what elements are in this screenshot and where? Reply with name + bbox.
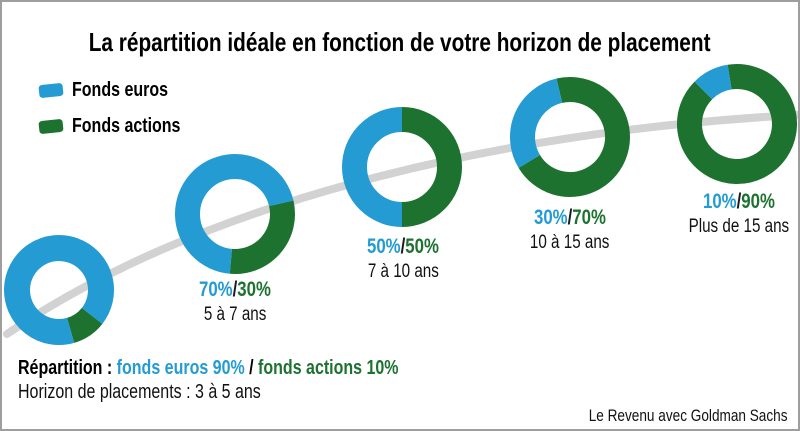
donut-5-horizon-label: Plus de 15 ans (688, 216, 790, 238)
donut-2-euros-segment (175, 154, 294, 274)
split-separator: / (232, 278, 238, 301)
legend-label-actions: Fonds actions (72, 114, 181, 137)
donut-3-actions-segment (401, 107, 462, 227)
donut-2-actions-segment (229, 200, 295, 274)
donut-1-actions-segment (66, 307, 103, 343)
legend-item-fonds-actions: Fonds actions (38, 114, 208, 137)
legend-swatch-euros-icon (38, 82, 64, 98)
donut-3-actions-pct: 50% (405, 235, 439, 258)
donut-5-euros-segment (694, 64, 733, 100)
donut-3-euros-segment (342, 107, 403, 227)
donut-4-actions-segment (518, 77, 630, 197)
donut-3-euros-pct: 50% (367, 235, 401, 258)
donut-5-split-label: 10%/90% (654, 190, 798, 213)
repartition-separator: / (244, 357, 259, 379)
page-title: La répartition idéale en fonction de vot… (2, 27, 798, 58)
donut-caption-5: 10%/90% Plus de 15 ans (654, 190, 798, 238)
legend-swatch-actions-icon (38, 118, 64, 134)
donut-2-euros-pct: 70% (199, 278, 233, 301)
repartition-actions: fonds actions 10% (258, 357, 399, 379)
donut-5-euros-pct: 10% (703, 190, 737, 213)
donut-1-euros-segment (4, 235, 114, 345)
repartition-euros: fonds euros 90% (116, 357, 245, 379)
donut-caption-2: 70%/30% 5 à 7 ans (150, 278, 320, 326)
donut-5-actions-pct: 90% (741, 190, 775, 213)
split-separator: / (567, 206, 573, 229)
donut-2-horizon-label: 5 à 7 ans (203, 304, 267, 326)
donut-5-actions-segment (677, 64, 797, 184)
donut-caption-3: 50%/50% 7 à 10 ans (318, 235, 488, 283)
repartition-line: Répartition : fonds euros 90% / fonds ac… (18, 357, 494, 381)
donut-2-actions-pct: 30% (237, 278, 271, 301)
page-title-text: La répartition idéale en fonction de vot… (89, 27, 711, 57)
donut-2-split-label: 70%/30% (150, 278, 320, 301)
donut-caption-4: 30%/70% 10 à 15 ans (485, 206, 655, 254)
footer-summary: Répartition : fonds euros 90% / fonds ac… (18, 357, 494, 404)
donut-3-horizon-label: 7 à 10 ans (367, 261, 439, 283)
donut-4-euros-segment (510, 78, 563, 168)
donut-4-split-label: 30%/70% (485, 206, 655, 229)
legend-label-euros: Fonds euros (72, 78, 169, 101)
legend: Fonds euros Fonds actions (38, 78, 208, 151)
donut-4-euros-pct: 30% (534, 206, 568, 229)
split-separator: / (736, 190, 742, 213)
donut-4-horizon-label: 10 à 15 ans (530, 232, 610, 254)
split-separator: / (400, 235, 406, 258)
donut-3-split-label: 50%/50% (318, 235, 488, 258)
repartition-prefix: Répartition : (18, 357, 117, 379)
donut-4-actions-pct: 70% (572, 206, 606, 229)
horizon-line: Horizon de placements : 3 à 5 ans (18, 380, 261, 403)
legend-item-fonds-euros: Fonds euros (38, 78, 208, 101)
donuts-group (4, 64, 797, 345)
source-credit: Le Revenu avec Goldman Sachs (589, 406, 788, 425)
